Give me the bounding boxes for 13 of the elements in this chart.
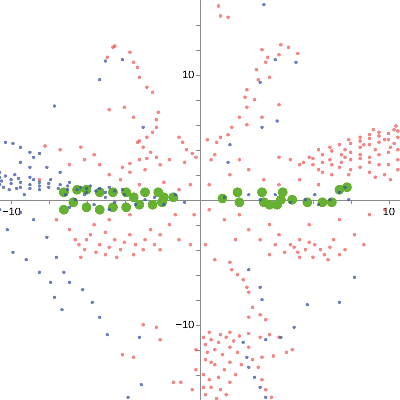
point	[257, 188, 268, 198]
point	[59, 205, 70, 215]
point	[159, 192, 170, 202]
point	[264, 200, 275, 210]
point	[318, 198, 328, 208]
point	[140, 188, 150, 198]
point	[232, 188, 243, 198]
point	[95, 205, 105, 215]
point	[82, 202, 92, 212]
point	[234, 198, 244, 208]
point	[148, 200, 158, 210]
point	[122, 202, 132, 212]
point	[129, 192, 139, 202]
